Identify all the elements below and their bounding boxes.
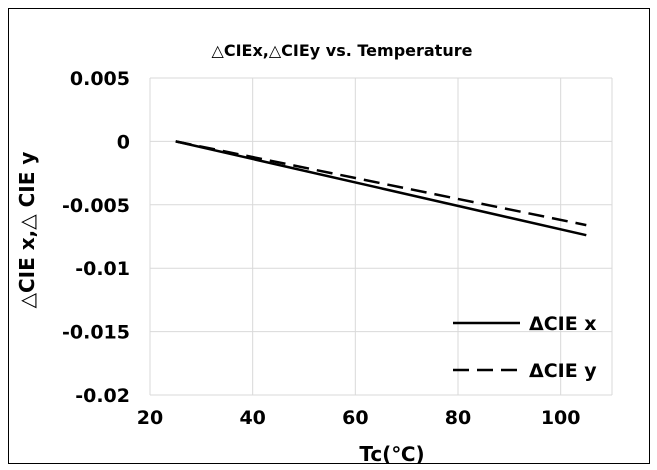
- x-tick-label: 100: [541, 407, 581, 429]
- y-axis-label: △CIE x,△ CIE y: [15, 152, 39, 309]
- x-axis-label: Tc(℃): [359, 442, 424, 466]
- tick-labels: 20 40 60 80 100 0.005 0 -0.005 -0.01 -0.015 -0.02: [62, 68, 580, 429]
- chart-frame: [8, 8, 650, 464]
- chart-title: △CIEx,△CIEy vs. Temperature: [212, 41, 473, 60]
- y-tick-label: -0.005: [62, 195, 130, 217]
- x-tick-label: 40: [239, 407, 265, 429]
- y-tick-label: 0.005: [70, 68, 130, 90]
- y-tick-label: 0: [117, 131, 130, 153]
- x-tick-label: 20: [137, 407, 163, 429]
- series-group: [175, 140, 587, 237]
- series-line-cie-y: [175, 140, 587, 227]
- legend-label-cie-y: ΔCIE y: [529, 360, 597, 382]
- x-tick-label: 80: [445, 407, 471, 429]
- y-tick-label: -0.015: [62, 322, 130, 344]
- x-tick-label: 60: [342, 407, 368, 429]
- grid: [149, 77, 613, 396]
- y-tick-label: -0.01: [75, 258, 130, 280]
- y-tick-label: -0.02: [75, 385, 130, 407]
- series-line-cie-x: [175, 140, 587, 237]
- legend-label-cie-x: ΔCIE x: [529, 313, 597, 335]
- legend: ΔCIE x ΔCIE y: [453, 313, 597, 382]
